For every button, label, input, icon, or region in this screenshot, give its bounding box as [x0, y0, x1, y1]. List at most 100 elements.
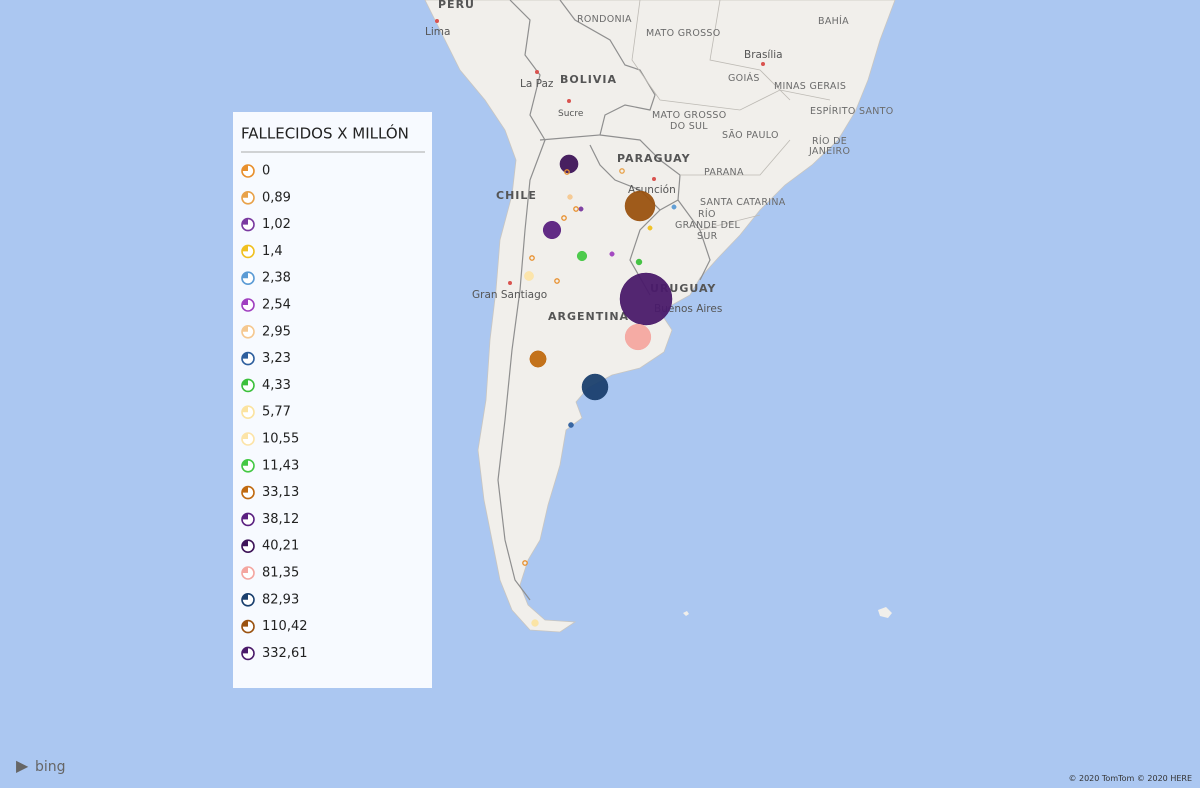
legend-icon-wedge	[242, 165, 248, 171]
bubble	[561, 215, 567, 221]
map-label: SUR	[697, 231, 718, 242]
legend-item: 1,02	[241, 217, 291, 232]
legend-icon-wedge	[242, 620, 248, 627]
legend-icon-wedge	[242, 513, 248, 520]
map-label: Lima	[425, 26, 450, 38]
bubbles	[522, 154, 677, 627]
legend-label: 82,93	[262, 592, 299, 607]
legend-icon-wedge	[242, 218, 248, 225]
bubble	[524, 271, 534, 281]
bubble	[671, 204, 677, 210]
map-label: MATO GROSSO	[646, 28, 721, 39]
bubble	[619, 168, 625, 174]
legend-label: 110,42	[262, 619, 308, 634]
legend-label: 0,89	[262, 190, 291, 205]
legend: FALLECIDOS X MILLÓN 0 0,89 1,02 1,4 2,38 2,54…	[233, 112, 432, 688]
state-borders	[631, 0, 831, 231]
legend-panel	[233, 112, 432, 688]
map-label: RÍO DE	[812, 135, 847, 147]
map-label: Sucre	[558, 109, 584, 119]
map-label: RÍO	[698, 208, 716, 220]
legend-label: 2,38	[262, 271, 291, 286]
legend-label: 38,12	[262, 512, 299, 527]
legend-icon-wedge	[242, 325, 248, 332]
legend-item: 2,54	[241, 298, 291, 313]
legend-label: 5,77	[262, 405, 291, 420]
bubble	[624, 323, 652, 351]
bubble	[578, 206, 584, 212]
legend-item: 11,43	[241, 458, 299, 473]
bubble	[573, 206, 579, 212]
credits: © 2020 TomTom © 2020 HERE	[1068, 774, 1192, 783]
map-label: La Paz	[520, 78, 554, 90]
bubble	[542, 220, 562, 240]
bubble	[529, 350, 547, 368]
bubble	[568, 422, 574, 428]
legend-item: 33,13	[241, 485, 299, 500]
legend-item: 10,55	[241, 432, 299, 447]
legend-icon-wedge	[242, 191, 248, 198]
legend-item: 0,89	[241, 190, 291, 205]
legend-label: 81,35	[262, 566, 299, 581]
map-label: Gran Santiago	[472, 289, 547, 301]
map-label: ARGENTINA	[548, 310, 629, 323]
bubble	[635, 258, 643, 266]
legend-item: 5,77	[241, 405, 291, 420]
bubble	[581, 373, 609, 401]
bubble	[529, 255, 535, 261]
legend-icon-wedge	[242, 299, 248, 305]
legend-label: 0	[262, 164, 270, 179]
map-label: Brasília	[744, 49, 783, 61]
map-label: BOLIVIA	[560, 73, 617, 86]
legend-item: 2,95	[241, 324, 291, 339]
bubble	[554, 278, 560, 284]
bubble	[567, 194, 573, 200]
bubble	[609, 251, 615, 257]
legend-icon-wedge	[242, 379, 248, 386]
legend-icon-wedge	[242, 352, 248, 359]
map-label: GRANDE DEL	[675, 220, 741, 231]
legend-item: 4,33	[241, 378, 291, 393]
legend-icon-wedge	[242, 245, 248, 252]
bubble	[564, 169, 570, 175]
legend-icon-wedge	[242, 459, 248, 466]
legend-label: 4,33	[262, 378, 291, 393]
map-label: BAHÍA	[818, 15, 849, 27]
legend-item: 332,61	[241, 646, 308, 661]
map-label: RONDONIA	[577, 14, 632, 25]
bubble	[647, 225, 653, 231]
legend-item: 40,21	[241, 539, 299, 554]
map-label: SANTA CATARINA	[700, 197, 786, 208]
map-labels: PERU Lima RONDONIA MATO GROSSO BAHÍA Bra…	[425, 0, 894, 323]
legend-label: 3,23	[262, 351, 291, 366]
map-label: GOIÁS	[728, 72, 760, 84]
map-label: MATO GROSSO	[652, 110, 727, 121]
logo-mark: ▶	[16, 756, 29, 775]
map-label: PARAGUAY	[617, 152, 691, 165]
map-label: ESPÍRITO SANTO	[810, 105, 894, 117]
bubble	[619, 272, 673, 326]
legend-label: 40,21	[262, 539, 299, 554]
map-label: SÃO PAULO	[722, 130, 779, 141]
legend-icon-wedge	[242, 272, 248, 279]
legend-icon-wedge	[242, 433, 248, 439]
legend-title: FALLECIDOS X MILLÓN	[241, 124, 409, 143]
legend-label: 1,4	[262, 244, 283, 259]
legend-label: 332,61	[262, 646, 308, 661]
legend-item: 0	[241, 164, 270, 179]
legend-label: 10,55	[262, 432, 299, 447]
legend-label: 2,95	[262, 324, 291, 339]
legend-icon-wedge	[242, 406, 248, 413]
map-label: PARANA	[704, 167, 744, 178]
map-label: JANEIRO	[808, 146, 850, 157]
legend-item: 38,12	[241, 512, 299, 527]
legend-item: 110,42	[241, 619, 308, 634]
legend-item: 3,23	[241, 351, 291, 366]
legend-item: 2,38	[241, 271, 291, 286]
legend-item: 1,4	[241, 244, 283, 259]
logo: bing	[35, 759, 66, 775]
city-dots	[435, 19, 765, 285]
